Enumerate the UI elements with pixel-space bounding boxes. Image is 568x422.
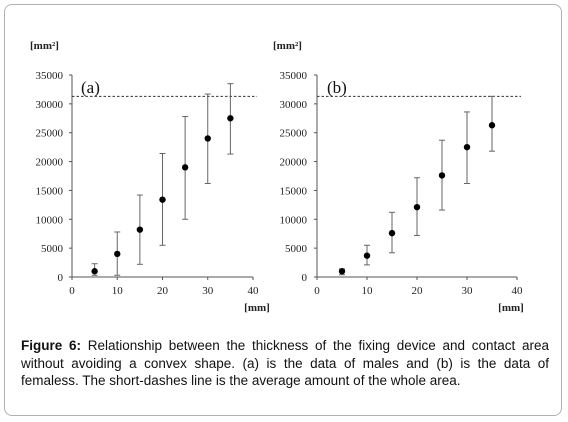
panel-b-data-point — [488, 122, 496, 129]
panel-b-y-tick-label: 5000 — [285, 243, 308, 255]
figure-svg: [mm²]05000100001500020000250003000035000… — [30, 40, 524, 314]
panel-a-x-tick-label: 40 — [248, 285, 260, 297]
panel-a-data-point — [136, 226, 144, 233]
panel-a-y-tick-label: 35000 — [36, 70, 64, 82]
caption-label: Figure 6: — [21, 338, 81, 353]
panel-a-y-unit: [mm²] — [30, 40, 59, 52]
panel-a-y-tick-label: 20000 — [36, 157, 64, 169]
panel-b-data-point — [363, 252, 371, 259]
panel-a-x-unit: [mm] — [244, 302, 270, 314]
panel-a-y-tick-label: 15000 — [36, 185, 64, 197]
panel-b-x-tick-label: 30 — [462, 285, 474, 297]
panel-a-y-tick-label: 0 — [58, 272, 64, 284]
figure-frame: [mm²] 0 5000 10000 15000 20000 25000 30000 35000… — [4, 4, 562, 416]
panel-b-y-tick-label: 0 — [302, 272, 308, 284]
panel-a-x-tick-label: 10 — [112, 285, 124, 297]
panel-a-data-point — [227, 115, 234, 122]
panel-a-y-tick-label: 30000 — [36, 99, 64, 111]
panel-b-x-tick-label: 0 — [314, 285, 320, 297]
panel-b-x-tick-label: 10 — [362, 285, 374, 297]
panel-a-y-tick-label: 10000 — [36, 214, 64, 226]
panel-a-data-point — [91, 268, 98, 275]
panel-b-y-tick-label: 15000 — [280, 185, 308, 197]
panel-a-x-tick-label: 20 — [157, 285, 169, 297]
panel-a-y-tick-label: 5000 — [41, 243, 64, 255]
panel-a-data-point — [181, 164, 189, 171]
panel-b-y-tick-label: 35000 — [280, 70, 308, 82]
panel-b-y-tick-label: 20000 — [280, 157, 308, 169]
panel-a-y-tick-label: 25000 — [36, 128, 64, 140]
panel-b-x-unit: [mm] — [498, 302, 524, 314]
figure-area: [mm²] 0 5000 10000 15000 20000 25000 30000 35000… — [5, 5, 563, 335]
panel-a-label: (a) — [81, 78, 100, 97]
panel-b-y-tick-label: 25000 — [280, 128, 308, 140]
panel-b-y-tick-label: 30000 — [280, 99, 308, 111]
panel-b-y-tick-label: 10000 — [280, 214, 308, 226]
panel-b-x-tick-label: 20 — [412, 285, 424, 297]
figure-caption: Figure 6: Relationship between the thick… — [21, 337, 549, 390]
panel-a-x-tick-label: 0 — [69, 285, 75, 297]
panel-b-data-point — [388, 229, 396, 237]
panel-a-data-point — [204, 135, 211, 142]
panel-b-data-point — [413, 203, 421, 211]
panel-b-y-unit: [mm²] — [273, 40, 302, 52]
panel-a-data-point — [114, 250, 121, 258]
panel-a-x-tick-label: 30 — [202, 285, 214, 297]
caption-text: Relationship between the thickness of th… — [21, 338, 549, 388]
panel-a-data-point — [159, 196, 166, 203]
panel-b-data-point — [463, 143, 471, 151]
panel-b-label: (b) — [327, 78, 347, 97]
panel-b-data-point — [338, 268, 346, 275]
panel-b-data-point — [438, 172, 446, 179]
panel-b-x-tick-label: 40 — [512, 285, 524, 297]
